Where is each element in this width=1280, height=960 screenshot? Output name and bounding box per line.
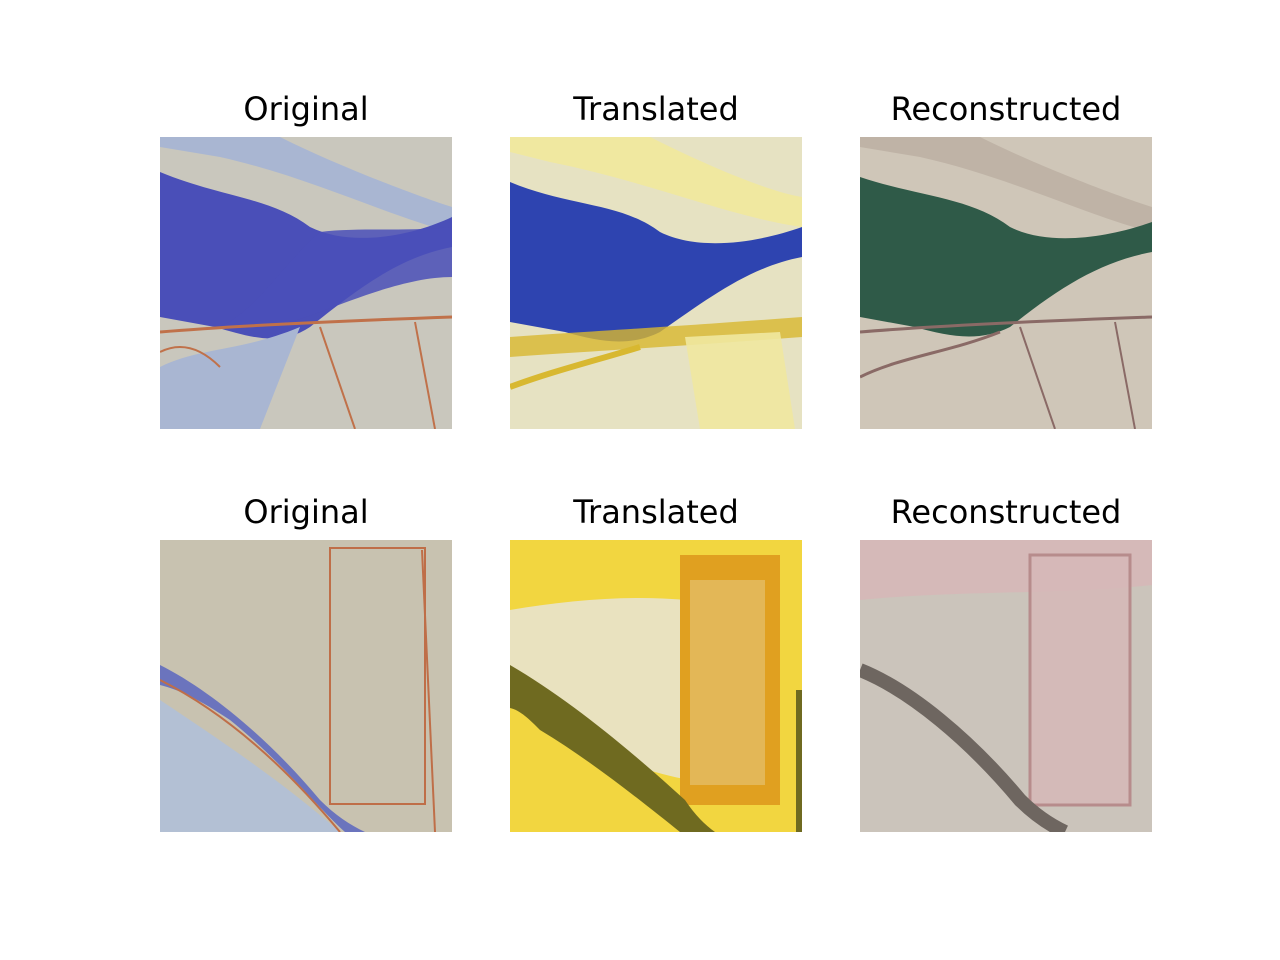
painting-reconstructed-row2-graphic [860,540,1152,832]
panel-title-translated-row1: Translated [573,90,739,128]
painting-original-row2-graphic [160,540,452,832]
image-translated-row1 [510,137,802,429]
image-reconstructed-row2 [860,540,1152,832]
panel-title-original-row1: Original [243,90,369,128]
image-original-row1 [160,137,452,429]
painting-translated-row2-graphic [510,540,802,832]
panel-title-reconstructed-row2: Reconstructed [890,493,1122,531]
painting-original-row1-graphic [160,137,452,429]
image-reconstructed-row1 [860,137,1152,429]
panel-title-translated-row2: Translated [573,493,739,531]
image-translated-row2 [510,540,802,832]
panel-title-reconstructed-row1: Reconstructed [890,90,1122,128]
image-original-row2 [160,540,452,832]
painting-translated-row1-graphic [510,137,802,429]
painting-reconstructed-row1-graphic [860,137,1152,429]
panel-title-original-row2: Original [243,493,369,531]
